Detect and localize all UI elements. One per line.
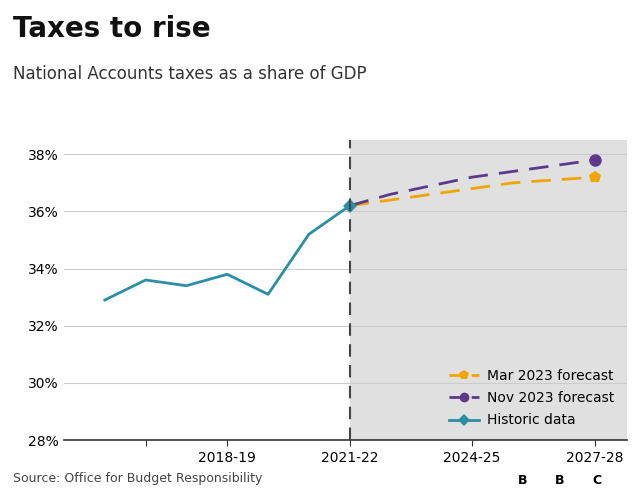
Text: Taxes to rise: Taxes to rise <box>13 15 211 43</box>
Bar <box>349 140 627 440</box>
FancyBboxPatch shape <box>545 469 575 491</box>
Legend: Mar 2023 forecast, Nov 2023 forecast, Historic data: Mar 2023 forecast, Nov 2023 forecast, Hi… <box>443 364 620 433</box>
Text: B: B <box>518 474 527 486</box>
FancyBboxPatch shape <box>508 469 538 491</box>
Text: Source: Office for Budget Responsibility: Source: Office for Budget Responsibility <box>13 472 262 485</box>
Text: National Accounts taxes as a share of GDP: National Accounts taxes as a share of GD… <box>13 65 367 83</box>
Text: B: B <box>556 474 564 486</box>
Text: C: C <box>593 474 602 486</box>
FancyBboxPatch shape <box>582 469 612 491</box>
